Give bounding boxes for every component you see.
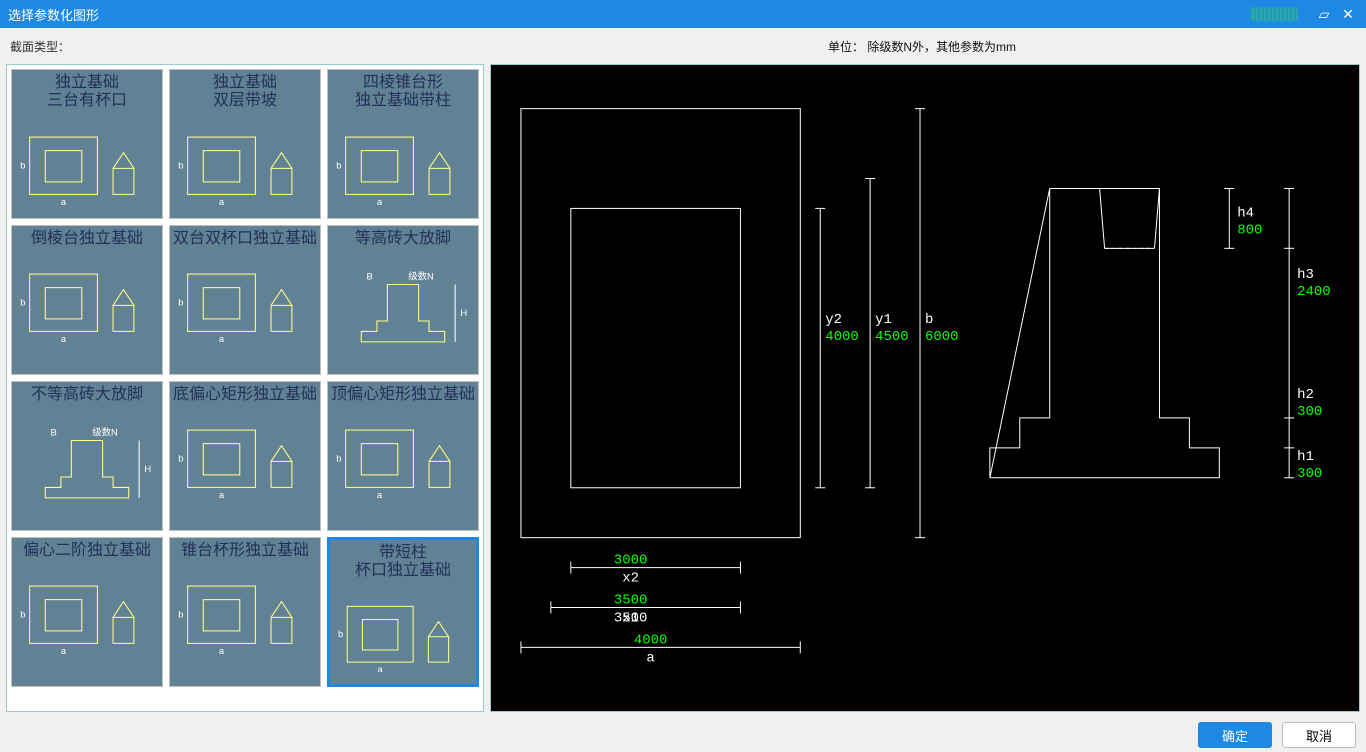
svg-text:b: b	[338, 629, 343, 639]
thumbnail-t12[interactable]: 带短柱杯口独立基础ab	[327, 537, 479, 687]
thumbnail-title: 双台双杯口独立基础	[173, 230, 317, 248]
thumbnail-title: 独立基础双层带坡	[213, 74, 277, 111]
thumbnail-title: 偏心二阶独立基础	[23, 542, 151, 560]
thumbnail-t5[interactable]: 双台双杯口独立基础ab	[169, 225, 321, 375]
svg-text:B: B	[366, 272, 372, 282]
dim-label-h1: h1	[1297, 449, 1314, 465]
header-row: 截面类型： 单位： 除级数N外，其他参数为mm	[0, 28, 1366, 58]
thumbnail-title: 顶偏心矩形独立基础	[331, 386, 475, 404]
svg-text:a: a	[219, 197, 225, 205]
svg-text:a: a	[219, 490, 225, 498]
dim-label-y1: y1	[875, 312, 892, 328]
svg-text:b: b	[336, 454, 341, 464]
content-area: 独立基础三台有杯口ab独立基础双层带坡ab四棱锥台形独立基础带柱ab倒棱台独立基…	[0, 58, 1366, 718]
thumbnail-title: 等高砖大放脚	[355, 230, 451, 248]
dim-value-h2: 300	[1297, 404, 1322, 420]
preview-panel: y2 4000 y1 4500 b 6000 3000 x2 3500 3500…	[490, 64, 1360, 712]
thumbnail-title: 倒棱台独立基础	[31, 230, 143, 248]
dim-label-x2: x2	[622, 571, 639, 587]
svg-text:b: b	[20, 298, 25, 308]
svg-text:a: a	[377, 197, 383, 205]
dim-label-h2: h2	[1297, 387, 1314, 403]
thumbnail-sketch: ab	[172, 560, 318, 682]
thumbnail-title: 锥台杯形独立基础	[181, 542, 309, 560]
thumbnail-title: 带短柱杯口独立基础	[355, 544, 451, 581]
dim-label-h3: h3	[1297, 267, 1314, 283]
titlebar-decor	[1250, 7, 1298, 21]
svg-text:b: b	[336, 160, 341, 170]
dim-value-h4: 800	[1237, 222, 1262, 238]
svg-text:级数N: 级数N	[408, 271, 434, 282]
window-buttons: ▱ ✕	[1314, 4, 1358, 24]
thumbnail-sketch: ab	[330, 111, 476, 214]
dim-value-x2: 3000	[614, 553, 648, 569]
thumbnail-t3[interactable]: 四棱锥台形独立基础带柱ab	[327, 69, 479, 219]
svg-text:b: b	[178, 454, 183, 464]
thumbnail-sketch: B 级数N H	[330, 248, 476, 370]
unit-label: 单位： 除级数N外，其他参数为mm	[478, 32, 1366, 57]
svg-text:a: a	[219, 334, 225, 342]
window-title: 选择参数化图形	[8, 5, 1250, 24]
dim-value-y1: 4500	[875, 329, 909, 345]
svg-text:b: b	[178, 610, 183, 620]
preview-drawing: y2 4000 y1 4500 b 6000 3000 x2 3500 3500…	[491, 65, 1359, 711]
svg-text:a: a	[377, 490, 383, 498]
thumbnail-sketch: ab	[172, 111, 318, 214]
svg-text:a: a	[378, 664, 384, 672]
thumbnail-sketch: ab	[14, 111, 160, 214]
thumbnail-t4[interactable]: 倒棱台独立基础ab	[11, 225, 163, 375]
svg-text:b: b	[178, 160, 183, 170]
svg-text:H: H	[144, 464, 151, 474]
svg-text:a: a	[61, 334, 67, 342]
thumbnail-sketch: ab	[332, 581, 474, 680]
close-icon[interactable]: ✕	[1338, 4, 1358, 24]
dim-label-a: a	[646, 650, 654, 666]
thumbnail-t7[interactable]: 不等高砖大放脚 B 级数N H	[11, 381, 163, 531]
thumbnail-sketch: ab	[330, 404, 476, 526]
dim-label-b: b	[925, 312, 933, 328]
svg-text:级数N: 级数N	[92, 427, 118, 438]
svg-text:a: a	[61, 197, 67, 205]
thumbnail-t8[interactable]: 底偏心矩形独立基础ab	[169, 381, 321, 531]
dim-label-h4: h4	[1237, 205, 1254, 221]
svg-text:x1: x1	[622, 610, 639, 626]
thumbnail-title: 四棱锥台形独立基础带柱	[355, 74, 451, 111]
svg-text:B: B	[50, 428, 56, 438]
dim-value-h1: 300	[1297, 466, 1322, 482]
svg-text:b: b	[20, 160, 25, 170]
thumbnail-sketch: B 级数N H	[14, 404, 160, 526]
thumbnail-t6[interactable]: 等高砖大放脚 B 级数N H	[327, 225, 479, 375]
cancel-button[interactable]: 取消	[1282, 722, 1356, 748]
dim-value-h3: 2400	[1297, 284, 1331, 300]
thumbnail-t9[interactable]: 顶偏心矩形独立基础ab	[327, 381, 479, 531]
svg-text:a: a	[219, 646, 225, 654]
restore-icon[interactable]: ▱	[1314, 4, 1334, 24]
dim-value-a: 4000	[634, 632, 667, 648]
dim-value-y2: 4000	[825, 329, 859, 345]
footer: 确定 取消	[0, 718, 1366, 752]
dim-value-x1: 3500	[614, 593, 648, 609]
thumbnail-title: 独立基础三台有杯口	[47, 74, 127, 111]
thumbnail-sketch: ab	[14, 248, 160, 370]
thumbnail-t2[interactable]: 独立基础双层带坡ab	[169, 69, 321, 219]
svg-text:a: a	[61, 646, 67, 654]
titlebar: 选择参数化图形 ▱ ✕	[0, 0, 1366, 28]
svg-text:b: b	[178, 298, 183, 308]
thumbnail-sketch: ab	[172, 248, 318, 370]
section-type-label: 截面类型：	[0, 32, 478, 57]
svg-text:b: b	[20, 610, 25, 620]
thumbnail-title: 不等高砖大放脚	[31, 386, 143, 404]
thumbnail-t10[interactable]: 偏心二阶独立基础ab	[11, 537, 163, 687]
thumbnail-title: 底偏心矩形独立基础	[173, 386, 317, 404]
thumbnail-sketch: ab	[14, 560, 160, 682]
thumbnail-grid: 独立基础三台有杯口ab独立基础双层带坡ab四棱锥台形独立基础带柱ab倒棱台独立基…	[6, 64, 484, 712]
ok-button[interactable]: 确定	[1198, 722, 1272, 748]
thumbnail-t11[interactable]: 锥台杯形独立基础ab	[169, 537, 321, 687]
dim-label-y2: y2	[825, 312, 842, 328]
svg-text:H: H	[460, 308, 467, 318]
thumbnail-t1[interactable]: 独立基础三台有杯口ab	[11, 69, 163, 219]
thumbnail-sketch: ab	[172, 404, 318, 526]
dim-value-b: 6000	[925, 329, 959, 345]
